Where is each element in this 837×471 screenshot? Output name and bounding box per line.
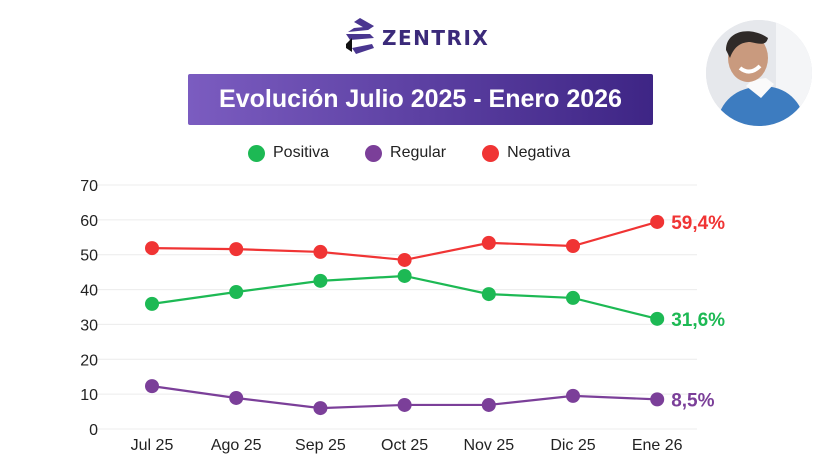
y-tick-label: 70 <box>80 178 98 195</box>
y-tick-label: 40 <box>80 283 98 300</box>
data-point-regular <box>566 388 580 403</box>
data-point-regular <box>397 397 412 412</box>
legend-item-positiva: Positiva <box>248 144 329 162</box>
legend-label: Positiva <box>273 144 330 161</box>
data-point-regular <box>481 397 496 412</box>
data-point-regular <box>145 379 159 394</box>
data-point-negativa <box>145 241 159 256</box>
x-tick-label: Jul 25 <box>131 437 174 454</box>
person-photo-icon <box>706 20 812 126</box>
data-point-negativa <box>481 235 496 250</box>
legend: Positiva Regular Negativa <box>248 144 570 162</box>
legend-label: Regular <box>390 144 447 161</box>
y-tick-label: 60 <box>80 213 98 230</box>
data-point-negativa <box>566 239 580 253</box>
avatar <box>706 20 812 126</box>
y-tick-label: 10 <box>80 387 98 404</box>
x-tick-label: Nov 25 <box>463 437 514 454</box>
x-tick-label: Sep 25 <box>295 437 346 454</box>
legend-marker-icon <box>482 144 500 162</box>
end-label-regular: 8,5% <box>671 390 714 411</box>
legend-marker-icon <box>365 144 383 162</box>
legend-marker-icon <box>248 144 265 162</box>
y-tick-label: 20 <box>80 352 98 369</box>
data-point-positiva <box>229 285 244 300</box>
x-tick-label: Oct 25 <box>381 437 428 454</box>
data-point-negativa <box>229 242 244 257</box>
data-point-positiva <box>313 273 328 288</box>
legend-item-negativa: Negativa <box>482 144 570 162</box>
zentrix-logo: ZENTRIX <box>344 18 489 58</box>
x-tick-label: Ago 25 <box>211 437 262 454</box>
end-label-negativa: 59,4% <box>671 213 725 234</box>
data-point-positiva <box>481 287 496 302</box>
y-tick-label: 30 <box>80 317 98 334</box>
legend-label: Negativa <box>507 144 571 161</box>
y-tick-label: 0 <box>89 422 98 439</box>
x-tick-label: Ene 26 <box>632 437 683 454</box>
data-point-regular <box>313 401 328 416</box>
end-label-positiva: 31,6% <box>671 310 725 331</box>
zentrix-logo-icon <box>346 18 374 54</box>
x-tick-label: Dic 25 <box>550 437 595 454</box>
data-point-regular <box>650 392 665 407</box>
data-point-regular <box>229 390 244 405</box>
brand-name: ZENTRIX <box>382 26 490 50</box>
data-point-negativa <box>650 214 665 229</box>
data-point-negativa <box>397 252 412 267</box>
legend-item-regular: Regular <box>365 144 446 162</box>
data-point-positiva <box>650 311 665 326</box>
data-point-positiva <box>566 290 580 305</box>
y-tick-label: 50 <box>80 248 98 265</box>
data-point-positiva <box>145 296 159 311</box>
chart-title: Evolución Julio 2025 - Enero 2026 <box>188 74 653 125</box>
data-point-positiva <box>397 268 412 283</box>
data-point-negativa <box>313 244 328 259</box>
